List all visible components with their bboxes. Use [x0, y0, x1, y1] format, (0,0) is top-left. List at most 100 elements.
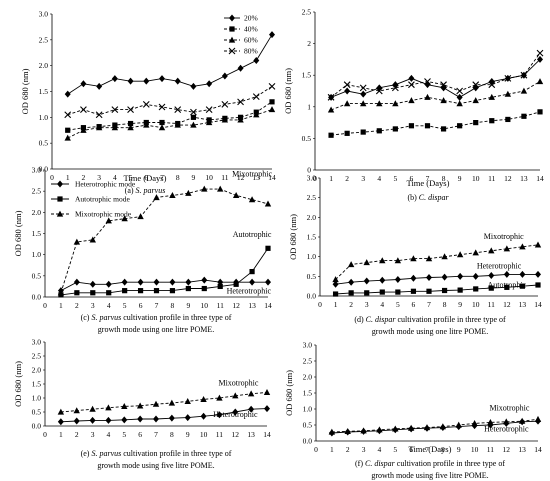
- x-tick-label: 7: [154, 430, 158, 439]
- caption-text: cultivation profile in three type of: [121, 449, 232, 458]
- x-tick-label: 1: [59, 301, 63, 310]
- chart-panel-d: 0.00.51.01.52.02.53.00 1 2 3 4 5 6 7 8 9 10 11 12 13 1…: [288, 174, 542, 337]
- panel-caption: (e) S. parvus cultivation profile in thr…: [81, 449, 232, 458]
- x-tick-label: 1: [59, 430, 63, 439]
- x-tick-label: 5: [129, 173, 133, 182]
- data-point: [142, 101, 150, 108]
- y-tick-label: 1.5: [32, 380, 42, 389]
- chart-panel-a: 0.00.51.01.52.02.53.00 1 2 3 4 5 6 7 8 9 10 11 12 13 1…: [20, 10, 276, 196]
- legend-marker: [57, 180, 63, 188]
- series-diamond-series: [57, 405, 270, 426]
- data-point: [95, 111, 103, 119]
- x-axis-label: Time (Days): [407, 178, 450, 188]
- data-point: [205, 106, 213, 113]
- series-line: [67, 34, 273, 95]
- data-point: [121, 416, 128, 424]
- x-tick-label: 13: [520, 174, 528, 183]
- data-point: [89, 405, 96, 412]
- data-point: [504, 90, 512, 97]
- data-point: [363, 277, 370, 285]
- data-point: [472, 97, 479, 104]
- x-tick-label: 6: [138, 430, 142, 439]
- x-tick-label: 7: [155, 301, 159, 310]
- x-tick-label: 12: [232, 301, 240, 310]
- data-point: [359, 84, 367, 92]
- data-point: [379, 289, 385, 295]
- data-point: [248, 405, 255, 413]
- data-point: [348, 290, 354, 296]
- chart-panel-f: 0.00.51.01.52.02.53.00 1 2 3 4 5 6 7 8 9 10 11 12 13 1…: [284, 341, 542, 481]
- x-tick-label: 4: [107, 301, 111, 310]
- data-point: [327, 106, 335, 113]
- series-annotation: Heterotrophic: [213, 410, 258, 419]
- data-point: [127, 106, 134, 113]
- x-tick-label: 8: [176, 173, 180, 182]
- data-point: [441, 253, 448, 260]
- y-tick-label: 0.0: [307, 292, 317, 301]
- data-point: [263, 389, 271, 395]
- data-point: [364, 290, 370, 296]
- y-tick-label: 1.5: [39, 87, 49, 96]
- data-point: [121, 403, 128, 409]
- data-point: [456, 251, 464, 258]
- x-tick-label: 8: [170, 430, 174, 439]
- data-point: [158, 124, 166, 131]
- data-point: [221, 72, 228, 80]
- data-point: [127, 124, 134, 131]
- data-point: [121, 278, 128, 286]
- legend-entry: Mixotrophic mode: [75, 210, 132, 219]
- data-point: [57, 289, 65, 296]
- data-point: [105, 217, 112, 224]
- data-point: [65, 127, 71, 133]
- data-point: [253, 57, 260, 64]
- data-point: [408, 81, 415, 89]
- legend-marker: [228, 36, 236, 43]
- series-annotation: Autotrophic: [488, 280, 527, 289]
- data-point: [391, 84, 399, 92]
- caption-text: cultivation profile in three type of: [395, 315, 506, 324]
- data-point: [379, 276, 386, 284]
- series-60-: [64, 106, 276, 141]
- data-point: [57, 418, 64, 426]
- data-point: [237, 116, 244, 123]
- x-tick-label: 3: [365, 300, 369, 309]
- x-tick-label: 5: [393, 174, 397, 183]
- x-tick-label: 7: [426, 174, 430, 183]
- data-point: [379, 257, 386, 264]
- series-80-: [64, 82, 276, 119]
- data-point: [520, 87, 528, 94]
- x-tick-label: 1: [329, 174, 333, 183]
- data-point: [456, 87, 464, 95]
- data-point: [249, 278, 256, 286]
- y-tick-label: 2.5: [303, 357, 313, 366]
- data-point: [73, 417, 80, 425]
- y-tick-label: 2.0: [307, 213, 317, 222]
- caption-text: cultivation profile in three type of: [395, 459, 506, 468]
- x-tick-label: 4: [380, 300, 384, 309]
- data-point: [472, 81, 480, 89]
- data-point: [127, 77, 134, 85]
- series-triangle-series: [57, 389, 271, 415]
- data-point: [455, 421, 462, 428]
- data-point: [408, 74, 415, 82]
- data-point: [253, 111, 260, 118]
- x-tick-label: 14: [264, 301, 272, 310]
- legend-marker: [229, 14, 235, 22]
- series-triangle-series: [328, 415, 542, 435]
- x-tick-label: 9: [457, 445, 461, 454]
- data-point: [111, 124, 119, 131]
- series-square-series: [332, 282, 541, 297]
- x-tick-label: 7: [160, 173, 164, 182]
- y-tick-label: 0.5: [307, 272, 317, 281]
- data-point: [456, 93, 463, 101]
- y-tick-label: 2.5: [302, 8, 312, 17]
- data-point: [504, 284, 510, 290]
- data-point: [472, 272, 479, 280]
- x-tick-label: 10: [201, 301, 209, 310]
- data-point: [152, 400, 160, 407]
- data-point: [408, 97, 415, 104]
- x-tick-label: 10: [472, 174, 480, 183]
- data-point: [424, 93, 431, 100]
- data-point: [473, 120, 479, 126]
- data-point: [332, 291, 339, 297]
